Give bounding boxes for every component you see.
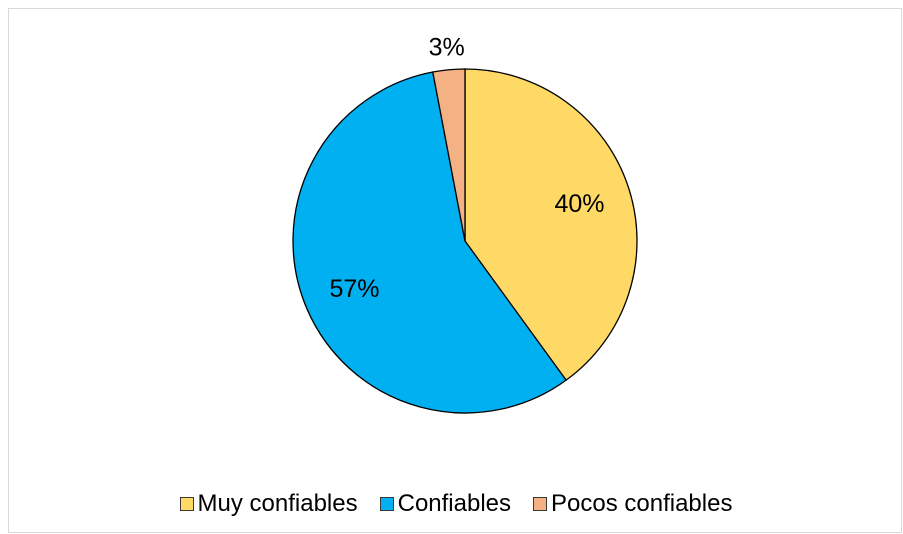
legend-swatch-muy-confiables [179, 497, 194, 511]
pie-slice-pocos-confiables [432, 68, 466, 242]
pie-slice-muy-confiables [464, 68, 638, 382]
data-label-muy-confiables: 40% [554, 190, 604, 218]
legend-label-pocos-confiables: Pocos confiables [551, 490, 733, 517]
data-label-confiables: 57% [329, 275, 379, 303]
chart-area: 40% 57% 3% Muy confiables Confiables Pocos… [8, 8, 902, 533]
legend-item-muy-confiables: Muy confiables [179, 490, 358, 518]
legend-item-confiables: Confiables [379, 490, 512, 518]
legend-swatch-confiables [379, 497, 394, 511]
legend-label-muy-confiables: Muy confiables [197, 490, 358, 517]
legend-item-pocos-confiables: Pocos confiables [533, 490, 732, 518]
pie-chart: 40% 57% 3% [292, 34, 638, 414]
data-label-pocos-confiables: 3% [429, 34, 465, 62]
legend-label-confiables: Confiables [397, 490, 512, 517]
legend-swatch-pocos-confiables [533, 497, 548, 511]
pie-slice-confiables [292, 71, 568, 414]
legend: Muy confiables Confiables Pocos confiabl… [9, 484, 903, 524]
